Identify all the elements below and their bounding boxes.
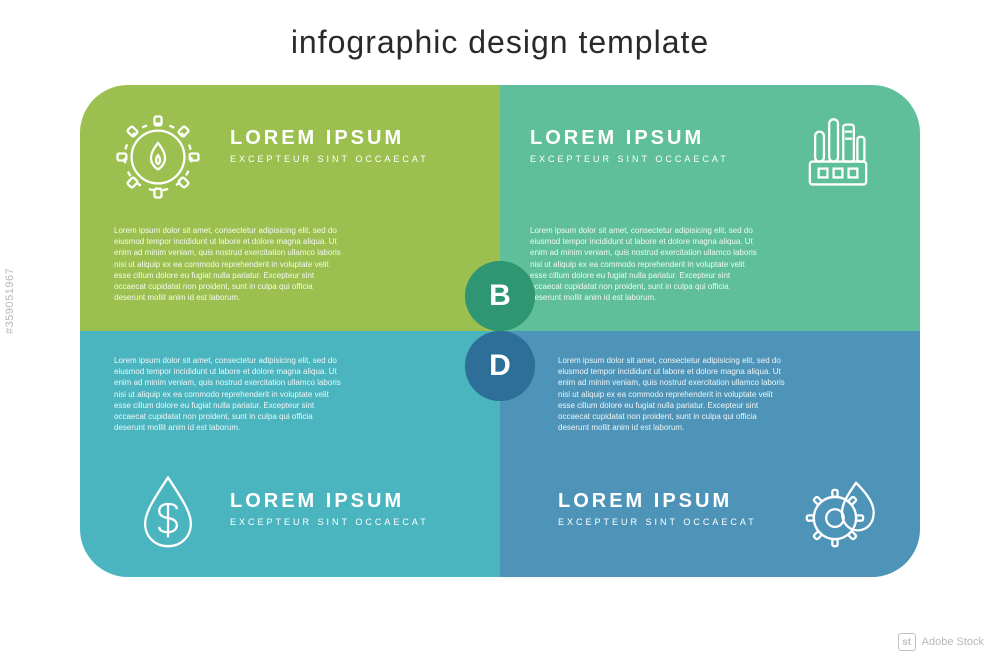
badge-b-letter: B (489, 279, 511, 313)
card-c-title: LOREM IPSUM (230, 490, 429, 513)
card-a-subtitle: EXCEPTEUR SINT OCCAECAT (230, 154, 429, 164)
card-d-subtitle: EXCEPTEUR SINT OCCAECAT (558, 517, 757, 527)
badge-b: B (465, 261, 535, 331)
watermark-corner-text: Adobe Stock (922, 636, 984, 648)
card-b-subtitle: EXCEPTEUR SINT OCCAECAT (530, 154, 729, 164)
card-d: Lorem ipsum dolor sit amet, consectetur … (500, 331, 920, 577)
card-b-heading: LOREM IPSUM EXCEPTEUR SINT OCCAECAT (530, 127, 729, 164)
card-a: LOREM IPSUM EXCEPTEUR SINT OCCAECAT Lore… (80, 85, 500, 331)
page-title: infographic design template (0, 24, 1000, 61)
card-d-body: Lorem ipsum dolor sit amet, consectetur … (558, 355, 788, 433)
card-b: LOREM IPSUM EXCEPTEUR SINT OCCAECAT (500, 85, 920, 331)
card-grid: LOREM IPSUM EXCEPTEUR SINT OCCAECAT Lore… (80, 85, 920, 577)
card-a-title: LOREM IPSUM (230, 127, 429, 150)
watermark-id: #359051967 (4, 267, 16, 333)
watermark-corner: st Adobe Stock (898, 633, 984, 651)
card-c-body: Lorem ipsum dolor sit amet, consectetur … (114, 355, 344, 433)
card-c-subtitle: EXCEPTEUR SINT OCCAECAT (230, 517, 429, 527)
card-d-heading: LOREM IPSUM EXCEPTEUR SINT OCCAECAT (558, 490, 757, 527)
card-d-title: LOREM IPSUM (558, 490, 757, 513)
page-root: infographic design template (0, 0, 1000, 667)
card-b-title: LOREM IPSUM (530, 127, 729, 150)
card-c-heading: LOREM IPSUM EXCEPTEUR SINT OCCAECAT (230, 490, 429, 527)
badge-d-letter: D (489, 349, 511, 383)
drop-dollar-icon (124, 467, 212, 555)
card-a-body: Lorem ipsum dolor sit amet, consectetur … (114, 225, 344, 303)
badge-d: D (465, 331, 535, 401)
card-a-heading: LOREM IPSUM EXCEPTEUR SINT OCCAECAT (230, 127, 429, 164)
adobe-stock-icon: st (898, 633, 916, 651)
gear-drop-icon (798, 467, 886, 555)
gear-flame-icon (114, 113, 202, 201)
card-b-body: Lorem ipsum dolor sit amet, consectetur … (530, 225, 760, 303)
factory-icon (794, 107, 882, 195)
card-c: Lorem ipsum dolor sit amet, consectetur … (80, 331, 500, 577)
